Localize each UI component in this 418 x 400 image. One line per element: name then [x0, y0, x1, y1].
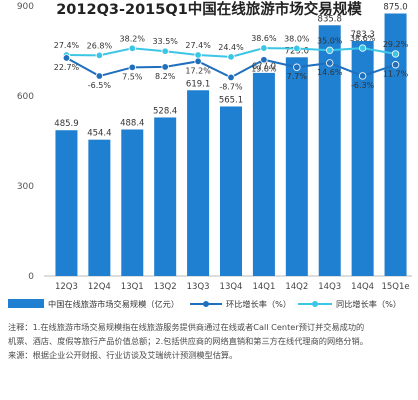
- yoy-label-2: 38.2%: [120, 34, 146, 43]
- x-tick-label-4: 13Q3: [187, 282, 210, 292]
- bar-14Q3: [318, 25, 341, 277]
- bar-value-label-5: 565.1: [219, 95, 243, 105]
- mom-point-9: [358, 72, 367, 80]
- x-tick-label-1: 12Q4: [88, 282, 111, 292]
- bar-value-label-6: 677.0: [252, 62, 276, 72]
- yoy-label-3: 33.5%: [152, 37, 178, 46]
- legend-label-mom: 环比增长率（%）: [226, 299, 291, 309]
- yoy-point-5: [227, 53, 235, 61]
- yoy-label-7: 38.0%: [284, 34, 310, 43]
- x-tick-label-0: 12Q3: [55, 282, 78, 292]
- bar-13Q4: [220, 106, 242, 276]
- bar-14Q2: [285, 57, 308, 276]
- yoy-label-1: 26.8%: [87, 41, 113, 50]
- yoy-label-0: 27.4%: [54, 41, 80, 50]
- mom-label-9: -6.3%: [351, 81, 375, 90]
- y-tick-label-2: 600: [17, 92, 34, 102]
- yoy-point-2: [128, 44, 136, 53]
- bar-14Q1: [252, 72, 275, 277]
- bar-value-label-0: 485.9: [54, 119, 78, 129]
- chart-title: 2012Q3-2015Q1中国在线旅游市场交易规模: [56, 2, 362, 18]
- legend-marker-mom: [203, 301, 209, 307]
- mom-point-5: [227, 73, 235, 82]
- mom-label-7: 7.7%: [287, 72, 308, 81]
- y-tick-label-1: 300: [17, 182, 34, 192]
- yoy-point-4: [194, 51, 202, 59]
- bar-13Q2: [154, 117, 177, 276]
- note-line-2: 机票、酒店、度假等旅行产品价值总额；2.包括供应商的网络直销和第三方在线代理商的…: [8, 336, 368, 346]
- mom-label-4: 17.2%: [185, 66, 211, 75]
- mom-point-0: [62, 54, 71, 62]
- bar-13Q1: [121, 129, 144, 276]
- yoy-label-5: 24.4%: [218, 43, 244, 52]
- note-line-3: 来源：根据企业公开财报、行业访谈及艾瑞统计预测模型估算。: [8, 350, 238, 360]
- bar-12Q3: [55, 130, 78, 276]
- x-tick-label-7: 14Q2: [285, 282, 308, 292]
- yoy-point-3: [161, 47, 169, 55]
- legend-label-bars: 中国在线旅游市场交易规模（亿元）: [48, 299, 179, 309]
- mom-label-6: 19.8%: [251, 65, 277, 74]
- mom-point-7: [293, 63, 301, 71]
- mom-label-0: 22.7%: [54, 63, 80, 72]
- bar-14Q4: [351, 41, 374, 277]
- bar-value-label-1: 454.4: [87, 129, 111, 139]
- bar-13Q3: [187, 90, 210, 277]
- mom-label-5: -8.7%: [219, 82, 243, 91]
- yoy-label-8: 35.0%: [317, 36, 343, 45]
- note-line-1: 注释：1.在线旅游市场交易规模指在线旅游服务提供商通过在线或者Call Cent…: [8, 322, 365, 332]
- yoy-point-6: [260, 44, 268, 52]
- x-tick-label-10: 15Q1e: [381, 282, 409, 292]
- yoy-point-7: [293, 44, 301, 53]
- mom-point-2: [128, 63, 136, 72]
- yoy-point-9: [358, 44, 367, 52]
- x-tick-label-5: 13Q4: [220, 282, 243, 292]
- x-tick-label-9: 14Q4: [351, 282, 374, 292]
- x-tick-label-8: 14Q3: [318, 282, 341, 292]
- mom-label-10: 11.7%: [383, 70, 409, 79]
- y-tick-label-3: 900: [17, 2, 34, 12]
- bar-12Q4: [88, 139, 111, 276]
- bar-value-label-9: 783.3: [350, 30, 374, 40]
- bar-value-label-4: 619.1: [186, 79, 210, 89]
- mom-point-4: [194, 57, 202, 66]
- x-tick-label-2: 13Q1: [121, 282, 144, 292]
- yoy-label-10: 29.2%: [383, 40, 409, 49]
- yoy-label-9: 38.6%: [350, 34, 376, 43]
- chart-canvas: 0 300 600 900 485.9 454.4 488.4 528.4 619.1 565.1…: [8, 2, 412, 309]
- mom-point-10: [391, 61, 400, 69]
- mom-label-8: 14.6%: [317, 68, 343, 77]
- legend-marker-yoy: [312, 301, 318, 307]
- yoy-label-4: 27.4%: [185, 41, 211, 50]
- mom-point-6: [260, 56, 268, 64]
- y-tick-label-0: 0: [28, 272, 34, 282]
- yoy-point-1: [95, 51, 104, 60]
- mom-point-8: [326, 59, 334, 67]
- mom-label-1: -6.5%: [88, 81, 112, 90]
- yoy-label-6: 38.6%: [251, 34, 277, 43]
- chart-notes: 注释：1.在线旅游市场交易规模指在线旅游服务提供商通过在线或者Call Cent…: [8, 320, 413, 362]
- mom-label-2: 7.5%: [122, 72, 143, 81]
- bar-15Q1e: [384, 13, 407, 276]
- yoy-point-8: [326, 46, 334, 54]
- bar-value-label-2: 488.4: [120, 118, 144, 128]
- legend-swatch-bars: [8, 299, 44, 308]
- bar-value-label-3: 528.4: [153, 106, 177, 116]
- bar-value-label-8: 835.8: [318, 14, 342, 24]
- x-tick-label-3: 13Q2: [154, 282, 177, 292]
- x-tick-label-6: 14Q1: [252, 282, 275, 292]
- legend-label-yoy: 同比增长率（%）: [336, 299, 401, 309]
- mom-point-3: [161, 63, 169, 71]
- bar-value-label-10: 875.0: [383, 3, 407, 13]
- yoy-point-10: [391, 50, 400, 58]
- mom-point-1: [95, 72, 104, 80]
- mom-label-3: 8.2%: [155, 72, 176, 81]
